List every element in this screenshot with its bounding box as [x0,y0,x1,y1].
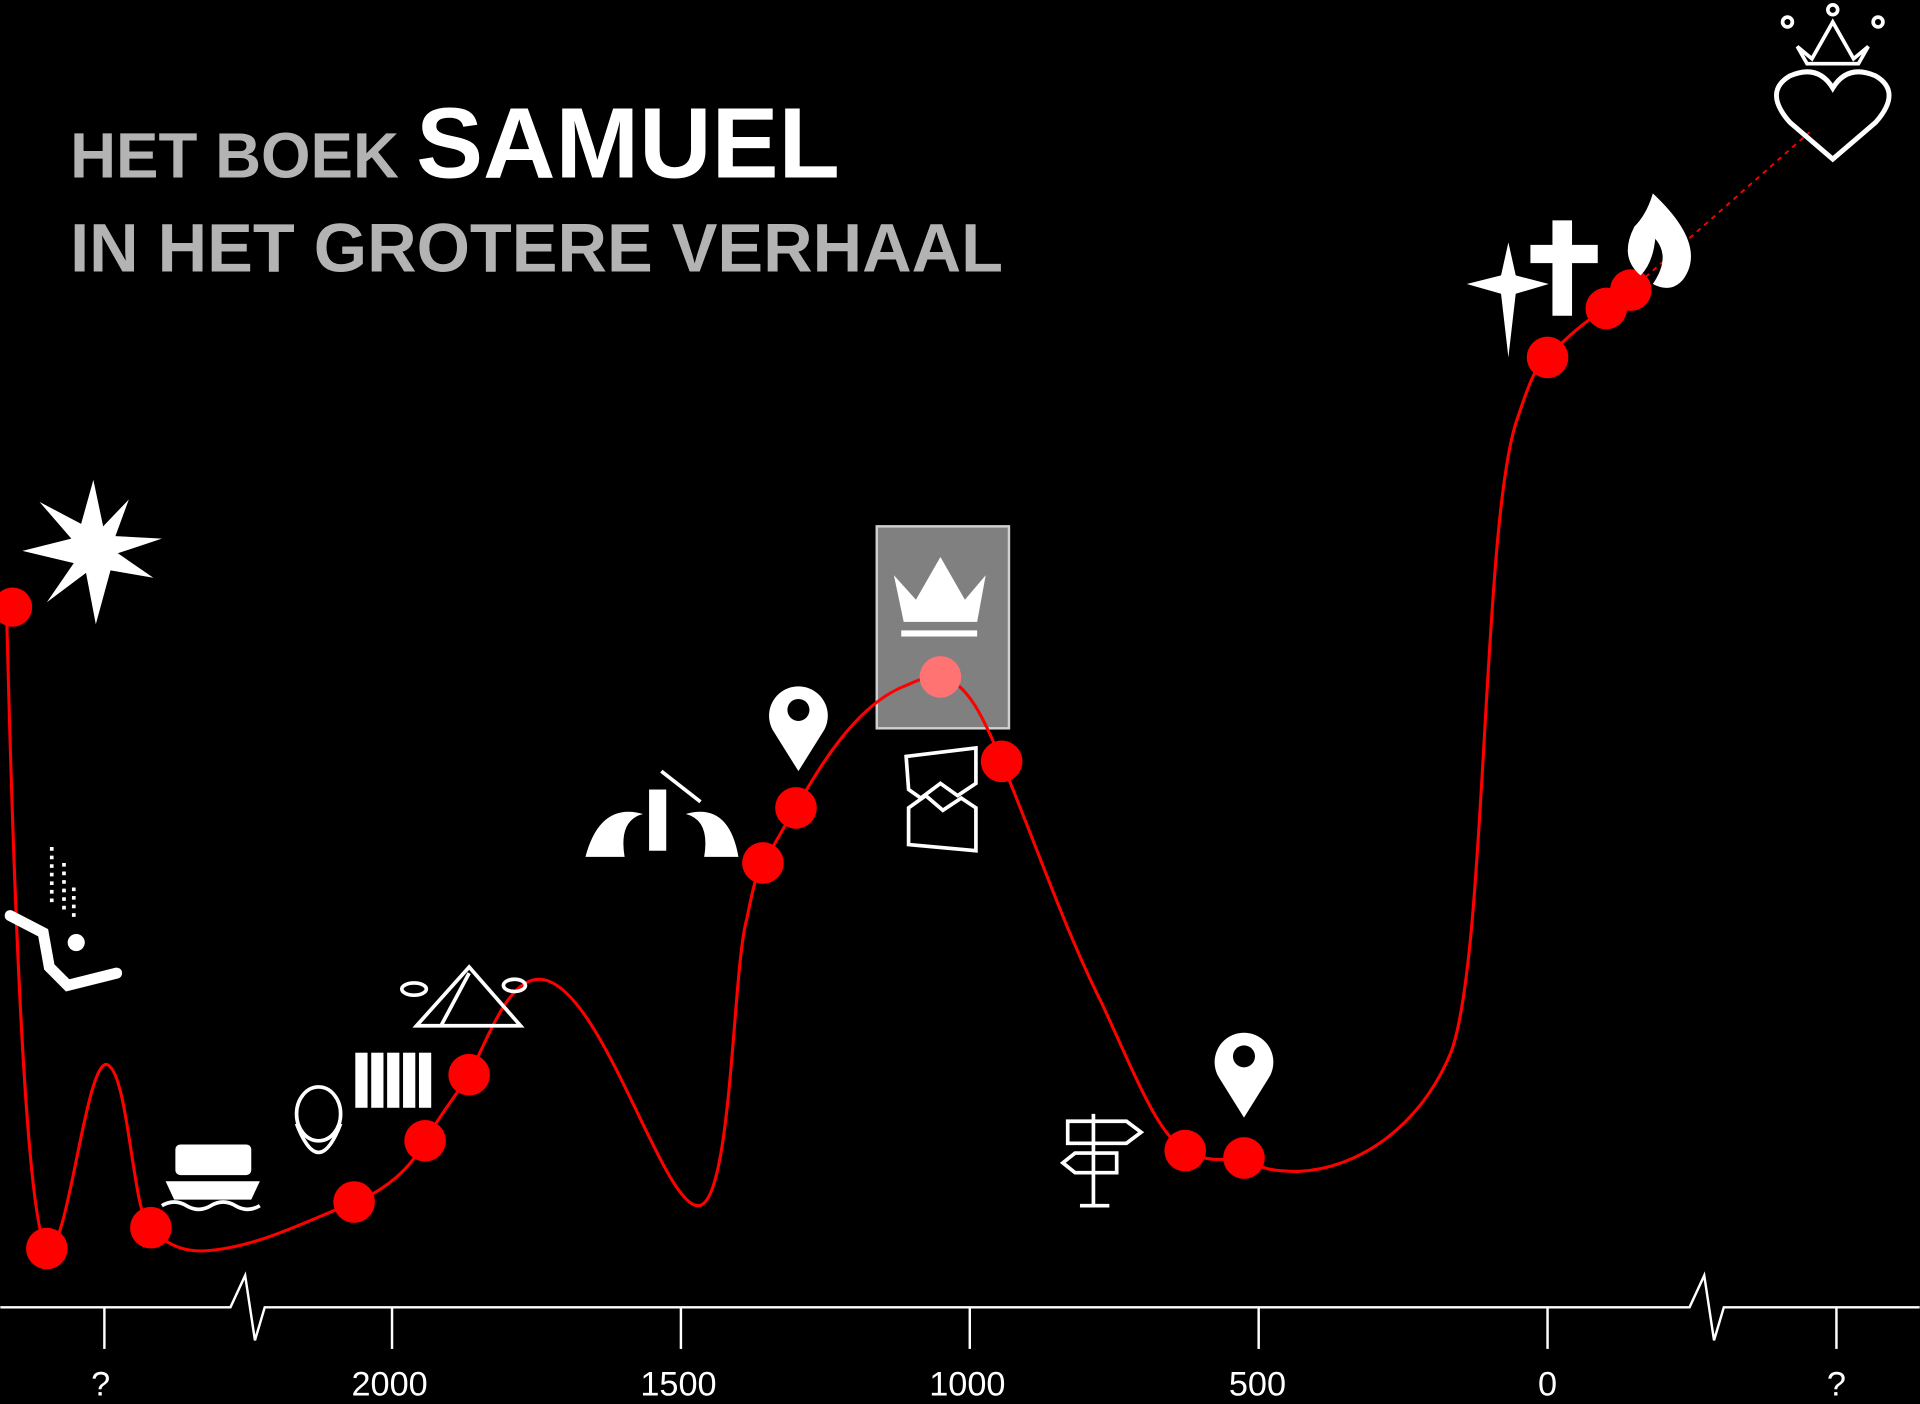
icon-face [294,1085,343,1155]
dashed-line [1630,131,1811,291]
dot [0,587,33,627]
icon-flame [1627,193,1691,288]
tick-label: 0 [1538,1365,1557,1403]
icon-ark [160,1144,261,1212]
highlight-box [875,525,1011,730]
dots [0,269,1652,1270]
icon-burst [22,479,162,625]
icon-people [355,1052,432,1108]
icon-pin [1214,1032,1274,1118]
dot [130,1206,172,1249]
dot [980,740,1023,783]
tick-label: 1000 [929,1365,1005,1403]
axis-ticks [103,1307,1838,1349]
icon-tablets [904,745,978,853]
dot [1609,269,1652,311]
icon-fall [4,847,123,992]
dot [448,1053,490,1096]
icon-crown [893,556,986,637]
icon-pin [769,686,828,772]
subtitle: IN HET GROTERE VERHAAL [70,210,1003,287]
tick-label: 2000 [351,1365,427,1403]
tick-label: ? [91,1365,110,1403]
dot [333,1181,375,1223]
tick-label: 500 [1229,1365,1286,1403]
icon-cross [1530,220,1598,316]
icon-sea [585,769,739,857]
icon-crown-heart [1774,3,1892,163]
dot [26,1227,68,1270]
icon-signpost [1059,1113,1145,1208]
dot [775,787,817,829]
title-prefix: HET BOEK [70,120,399,191]
dot [742,842,784,884]
icon-star [1466,242,1549,358]
dot [1164,1129,1207,1172]
dot [404,1120,446,1162]
icon-mountain [399,964,528,1028]
dot [1526,336,1569,379]
dot [1223,1137,1265,1179]
tick-label: 1500 [640,1365,716,1403]
axis-line [0,1271,1920,1341]
tick-label: ? [1827,1365,1846,1403]
title: SAMUEL [416,87,840,199]
dot-highlight [919,656,962,698]
